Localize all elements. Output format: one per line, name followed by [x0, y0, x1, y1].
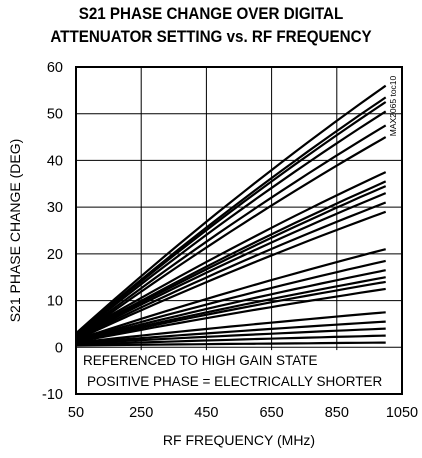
y-tick-label: 20: [47, 247, 63, 263]
series-line-11: [75, 201, 387, 340]
y-tick-label: 10: [47, 294, 63, 310]
series-line-16: [75, 276, 386, 343]
x-tick-label: 650: [259, 405, 283, 421]
series-line-7: [75, 171, 387, 337]
series-line-6: [75, 136, 387, 339]
x-tick-labels: 50 250 450 650 850 1050: [68, 405, 418, 421]
x-tick-label: 450: [194, 405, 218, 421]
series-line-19: [75, 311, 386, 344]
series-lines: [75, 84, 387, 347]
series-line-20: [75, 320, 386, 345]
series-line-18: [75, 287, 386, 344]
series-line-10: [75, 192, 387, 339]
chart-title-line-2: ATTENUATOR SETTING vs. RF FREQUENCY: [50, 28, 372, 46]
series-line-15: [75, 269, 386, 342]
series-line-1: [75, 84, 387, 335]
series-line-17: [75, 280, 386, 343]
series-line-14: [75, 259, 386, 342]
x-tick-label: 1050: [386, 405, 418, 421]
series-line-8: [75, 180, 387, 338]
series-line-4: [75, 110, 387, 337]
series-line-22: [75, 334, 386, 346]
plot-frame: [75, 66, 403, 395]
annotation-background: [77, 350, 383, 393]
y-tick-label: -10: [42, 387, 63, 403]
series-line-12: [75, 210, 387, 341]
x-tick-label: 250: [129, 405, 153, 421]
y-tick-labels: 60 50 40 30 20 10 0 -10: [42, 60, 63, 403]
y-axis-label: S21 PHASE CHANGE (DEG): [7, 139, 23, 323]
series-line-13: [75, 248, 386, 341]
y-tick-label: 60: [47, 60, 63, 76]
series-line-5: [75, 124, 387, 338]
x-tick-label: 850: [325, 405, 349, 421]
y-tick-label: 40: [47, 153, 63, 169]
y-tick-label: 50: [47, 107, 63, 123]
x-axis-label: RF FREQUENCY (MHz): [163, 432, 315, 448]
chart-title-line-1: S21 PHASE CHANGE OVER DIGITAL: [78, 5, 344, 23]
y-tick-label: 0: [55, 340, 63, 356]
series-line-9: [75, 185, 387, 339]
series-line-23: [75, 341, 386, 347]
y-tick-label: 30: [47, 200, 63, 216]
annotation-reference: REFERENCED TO HIGH GAIN STATE: [83, 353, 318, 368]
x-tick-label: 50: [68, 405, 84, 421]
series-line-21: [75, 327, 386, 345]
watermark-label: MAX2065 toc10: [388, 75, 398, 136]
series-line-2: [75, 96, 387, 336]
series-line-3: [75, 101, 387, 336]
annotation-positive-phase: POSITIVE PHASE = ELECTRICALLY SHORTER: [87, 374, 382, 389]
